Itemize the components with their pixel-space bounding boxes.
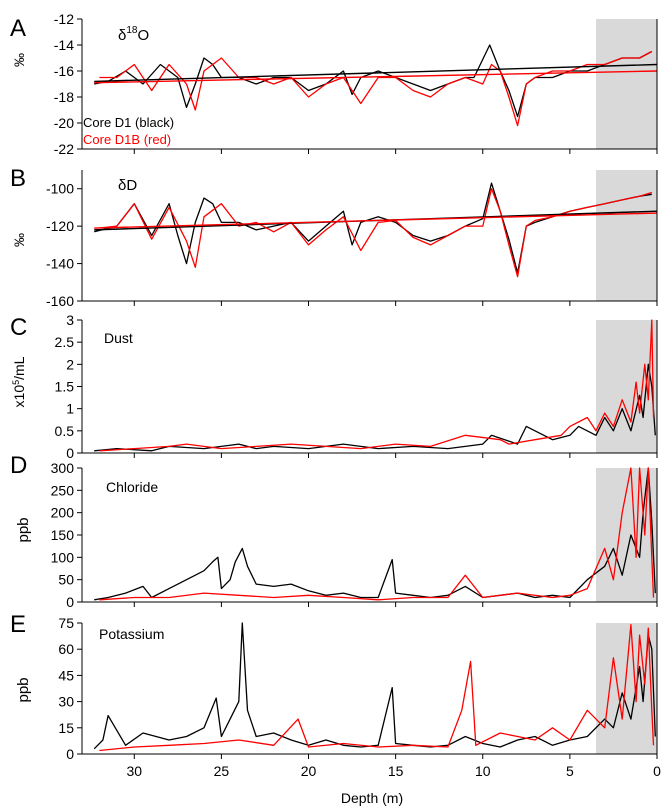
panel-a-letter: A xyxy=(10,15,26,42)
panel-a-title: δ18O xyxy=(118,25,149,44)
panel-c-y-tick-label: 3 xyxy=(66,312,74,328)
panel-b-y-tick-label: -140 xyxy=(46,256,74,272)
panel-b-ylabel: ‰ xyxy=(11,233,27,247)
panel-e-y-tick-label: 60 xyxy=(58,641,74,657)
panel-c-letter: C xyxy=(10,314,27,341)
axes-layer: -12 -14 -16 -18 -20 -22 -100 -120 -140 -160 3 2.5 2 1… xyxy=(46,11,661,779)
panel-a-y-tick-label: -18 xyxy=(54,89,74,105)
panel-c-y-tick-label: 1 xyxy=(66,401,74,417)
panel-a-y-tick-label: -16 xyxy=(54,63,74,79)
panel-b-y-tick-label: -160 xyxy=(46,293,74,309)
panel-b-y-tick-label: -100 xyxy=(46,181,74,197)
panel-d-y-tick-label: 200 xyxy=(51,505,75,521)
panel-d-series-core-d1b xyxy=(99,467,655,601)
panel-b-trend-line-red xyxy=(94,212,658,229)
series-layer xyxy=(93,44,658,752)
panel-d-series-core-d1 xyxy=(94,467,656,601)
panel-b-series-core-d1b xyxy=(99,188,652,278)
panel-e-series-core-d1b xyxy=(99,624,655,752)
x-tick-label: 15 xyxy=(388,763,404,779)
x-tick-label: 30 xyxy=(126,763,142,779)
panel-b-series-core-d1 xyxy=(94,182,652,274)
panel-a-series-core-d1b xyxy=(99,50,653,127)
x-tick-label: 0 xyxy=(653,763,661,779)
panel-a-trend-line-black xyxy=(94,63,658,83)
x-tick-label: 5 xyxy=(566,763,574,779)
panel-e-y-tick-label: 0 xyxy=(66,746,74,762)
panel-b-y-tick-label: -120 xyxy=(46,218,74,234)
panel-c-series-core-d1b xyxy=(99,319,655,452)
panel-d-letter: D xyxy=(10,452,27,479)
panel-c-y-tick-label: 2.5 xyxy=(55,334,75,350)
panel-d-y-tick-label: 50 xyxy=(58,572,74,588)
panel-e-letter: E xyxy=(10,611,26,638)
panel-c-y-tick-label: 2 xyxy=(66,356,74,372)
panel-e-y-tick-label: 30 xyxy=(58,694,74,710)
legend-core-d1: Core D1 (black) xyxy=(83,115,174,130)
panel-e-y-tick-label: 75 xyxy=(58,615,74,631)
x-tick-label: 25 xyxy=(214,763,230,779)
panel-c-y-tick-label: 1.5 xyxy=(55,379,75,395)
panel-c-title: Dust xyxy=(104,330,133,346)
panel-d-title: Chloride xyxy=(106,479,158,495)
panel-a-y-tick-label: -20 xyxy=(54,115,74,131)
x-axis-label: Depth (m) xyxy=(341,790,403,806)
panel-a-y-tick-label: -14 xyxy=(54,37,74,53)
panel-d-y-tick-label: 250 xyxy=(51,482,75,498)
panel-d-y-tick-label: 100 xyxy=(51,549,75,565)
panel-d-y-tick-label: 150 xyxy=(51,527,75,543)
panel-c-shaded-region xyxy=(596,320,657,453)
panel-c-ylabel: x105/mL xyxy=(11,356,27,407)
panel-e-series-core-d1 xyxy=(93,622,656,750)
x-tick-label: 20 xyxy=(301,763,317,779)
panel-c-y-tick-label: 0 xyxy=(66,445,74,461)
panel-e-ylabel: ppb xyxy=(15,677,32,702)
panel-a-y-tick-label: -22 xyxy=(54,141,74,157)
panel-b-letter: B xyxy=(10,165,26,192)
panel-a-y-tick-label: -12 xyxy=(54,11,74,27)
panel-e-y-tick-label: 15 xyxy=(58,720,74,736)
panel-d-y-tick-label: 300 xyxy=(51,460,75,476)
panel-c-y-tick-label: 0.5 xyxy=(55,423,75,439)
panel-e-y-tick-label: 45 xyxy=(58,667,74,683)
panel-e-title: Potassium xyxy=(99,626,164,642)
panel-b-title: δD xyxy=(118,177,137,194)
panel-a-shaded-region xyxy=(596,19,657,149)
panel-b-shaded-region xyxy=(596,170,657,301)
panel-d-ylabel: ppb xyxy=(15,517,32,542)
panel-a-ylabel: ‰ xyxy=(11,53,27,67)
panel-d-y-tick-label: 0 xyxy=(66,594,74,610)
legend-core-d1b: Core D1B (red) xyxy=(83,132,171,147)
panel-a-trend-line-red xyxy=(94,70,658,84)
panel-c-series-core-d1 xyxy=(94,363,656,452)
x-tick-label: 10 xyxy=(475,763,491,779)
